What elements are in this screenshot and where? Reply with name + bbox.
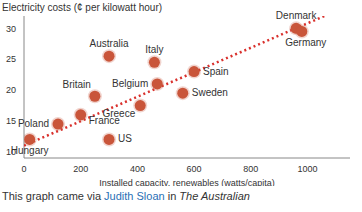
svg-text:400: 400 — [130, 164, 145, 174]
svg-text:800: 800 — [243, 164, 258, 174]
html-text:Electricity costs (¢ per kilow: Electricity costs (¢ per kilowatt hour) — [2, 2, 163, 13]
svg-text:Spain: Spain — [203, 66, 229, 77]
svg-text:Poland: Poland — [18, 118, 49, 129]
svg-text:Britain: Britain — [63, 79, 91, 90]
svg-text:Belgium: Belgium — [112, 78, 148, 89]
svg-text:Germany: Germany — [285, 37, 326, 48]
svg-text:Installed capacity, renewables: Installed capacity, renewables (watts/ca… — [99, 178, 274, 186]
svg-text:US: US — [118, 133, 132, 144]
html-text:This graph came via Judith Slo: This graph came via Judith Sloan in The … — [2, 190, 250, 202]
svg-text:1000: 1000 — [297, 164, 317, 174]
svg-text:Italy: Italy — [145, 44, 163, 55]
svg-text:15: 15 — [8, 116, 16, 126]
svg-text:600: 600 — [187, 164, 202, 174]
svg-text:25: 25 — [8, 54, 16, 64]
svg-text:200: 200 — [73, 164, 88, 174]
svg-text:30: 30 — [8, 24, 16, 34]
svg-text:Denmark: Denmark — [276, 10, 318, 21]
svg-text:Sweden: Sweden — [192, 87, 228, 98]
svg-text:France: France — [88, 114, 120, 126]
svg-text:Australia: Australia — [90, 38, 129, 49]
svg-text:Greece: Greece — [102, 108, 135, 119]
svg-text:20: 20 — [8, 85, 16, 95]
svg-text:Hungary: Hungary — [11, 145, 49, 156]
svg-text:0: 0 — [21, 164, 26, 174]
